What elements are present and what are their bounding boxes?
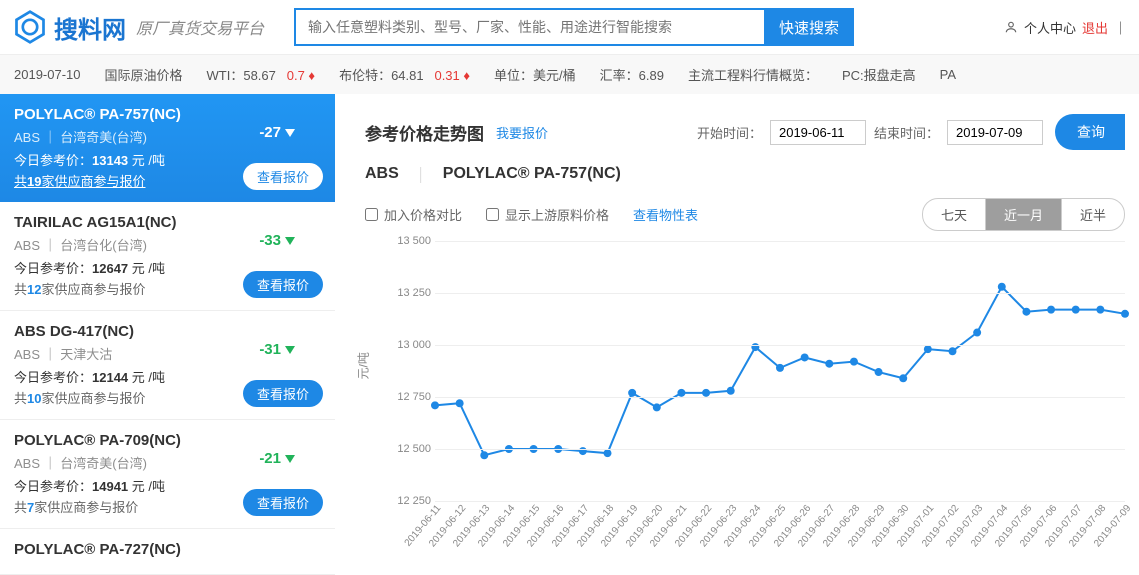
query-button[interactable]: 查询 [1055, 114, 1125, 150]
ticker-overview-label: 主流工程料行情概览： [688, 65, 818, 84]
product-title: POLYLAC® PA-757(NC) [14, 106, 321, 123]
ticker-unit: 单位：美元/桶 [494, 65, 576, 84]
divider: ｜ [1114, 18, 1127, 37]
product-title: ABS DG-417(NC) [14, 323, 321, 340]
price-delta: -33 [259, 232, 295, 249]
product-card[interactable]: POLYLAC® PA-757(NC)ABS ｜ 台湾奇美(台湾) 今日参考价：… [0, 94, 335, 202]
arrow-down-icon [285, 237, 295, 245]
arrow-down-icon [285, 455, 295, 463]
y-tick: 13 250 [379, 287, 431, 299]
x-ticks: 2019-06-112019-06-122019-06-132019-06-14… [435, 503, 1125, 563]
start-date-label: 开始时间： [697, 123, 762, 142]
upstream-checkbox[interactable]: 显示上游原料价格 [486, 205, 609, 224]
ticker-date: 2019-07-10 [14, 67, 81, 82]
chart-sub-name: POLYLAC® PA-757(NC) [443, 165, 621, 183]
product-sidebar: POLYLAC® PA-757(NC)ABS ｜ 台湾奇美(台湾) 今日参考价：… [0, 94, 335, 575]
view-quote-button[interactable]: 查看报价 [243, 271, 323, 298]
y-tick: 12 750 [379, 391, 431, 403]
arrow-down-icon [285, 346, 295, 354]
logo[interactable]: 搜料网 [12, 9, 126, 45]
ticker-brent: 布伦特：64.81 0.31 ♦ [339, 65, 470, 84]
grid-line [435, 501, 1125, 502]
compare-checkbox[interactable]: 加入价格对比 [365, 205, 462, 224]
tagline: 原厂真货交易平台 [136, 15, 264, 39]
grid-line [435, 397, 1125, 398]
header: 搜料网 原厂真货交易平台 快速搜索 个人中心 退出 ｜ [0, 0, 1139, 55]
product-title: POLYLAC® PA-709(NC) [14, 432, 321, 449]
y-tick: 13 000 [379, 339, 431, 351]
chart-subtitle: ABS ｜ POLYLAC® PA-757(NC) [365, 162, 1125, 186]
search-box: 快速搜索 [294, 8, 854, 46]
search-input[interactable] [294, 8, 764, 46]
chart-area: 元/吨 13 50013 25013 00012 75012 50012 250… [365, 241, 1125, 541]
chart-options: 加入价格对比 显示上游原料价格 查看物性表 七天近一月近半 [365, 198, 1125, 231]
product-card[interactable]: POLYLAC® PA-727(NC) [0, 529, 335, 575]
grid-line [435, 293, 1125, 294]
end-date-input[interactable] [947, 120, 1043, 145]
range-tab[interactable]: 七天 [923, 199, 985, 230]
divider: ｜ [413, 162, 429, 186]
profile-link[interactable]: 个人中心 [1024, 18, 1076, 37]
ticker-overview-item-2[interactable]: PA [940, 67, 956, 82]
view-quote-button[interactable]: 查看报价 [243, 489, 323, 516]
grid-line [435, 345, 1125, 346]
product-card[interactable]: TAIRILAC AG15A1(NC)ABS ｜ 台湾台化(台湾) 今日参考价：… [0, 202, 335, 311]
chart-plot[interactable] [435, 241, 1125, 501]
y-ticks: 13 50013 25013 00012 75012 50012 250 [379, 241, 431, 501]
price-delta: -21 [259, 450, 295, 467]
product-card[interactable]: POLYLAC® PA-709(NC)ABS ｜ 台湾奇美(台湾) 今日参考价：… [0, 420, 335, 529]
price-delta: -27 [259, 124, 295, 141]
user-icon [1004, 20, 1018, 34]
ticker-fx: 汇率：6.89 [600, 65, 664, 84]
end-date-label: 结束时间： [874, 123, 939, 142]
date-controls: 开始时间： 结束时间： 查询 [697, 114, 1125, 150]
y-axis-label: 元/吨 [355, 352, 372, 379]
product-title: POLYLAC® PA-727(NC) [14, 541, 321, 558]
start-date-input[interactable] [770, 120, 866, 145]
y-tick: 12 250 [379, 495, 431, 507]
ticker-wti: WTI：58.67 0.7 ♦ [207, 65, 316, 84]
line-chart-svg [435, 241, 1125, 501]
range-tab[interactable]: 近一月 [985, 199, 1061, 230]
ticker-bar: 2019-07-10 国际原油价格 WTI：58.67 0.7 ♦ 布伦特：64… [0, 55, 1139, 94]
logout-link[interactable]: 退出 [1082, 18, 1108, 37]
product-title: TAIRILAC AG15A1(NC) [14, 214, 321, 231]
y-tick: 12 500 [379, 443, 431, 455]
ticker-overview-item[interactable]: PC:报盘走高 [842, 65, 916, 84]
price-delta: -31 [259, 341, 295, 358]
chart-title: 参考价格走势图 [365, 120, 484, 145]
search-button[interactable]: 快速搜索 [764, 8, 854, 46]
range-tab[interactable]: 近半 [1061, 199, 1124, 230]
props-link[interactable]: 查看物性表 [633, 205, 698, 224]
grid-line [435, 241, 1125, 242]
user-area: 个人中心 退出 ｜ [1004, 18, 1127, 37]
product-card[interactable]: ABS DG-417(NC)ABS ｜ 天津大沽 今日参考价：12144 元 /… [0, 311, 335, 420]
main-panel: 参考价格走势图 我要报价 开始时间： 结束时间： 查询 ABS ｜ POLYLA… [335, 94, 1139, 575]
grid-line [435, 449, 1125, 450]
view-quote-button[interactable]: 查看报价 [243, 380, 323, 407]
logo-icon [12, 9, 48, 45]
range-tabs: 七天近一月近半 [922, 198, 1125, 231]
ticker-oil-label: 国际原油价格 [105, 65, 183, 84]
chart-sub-category: ABS [365, 165, 399, 183]
view-quote-button[interactable]: 查看报价 [243, 163, 323, 190]
ask-quote-link[interactable]: 我要报价 [496, 123, 548, 142]
arrow-down-icon [285, 129, 295, 137]
logo-text: 搜料网 [54, 10, 126, 45]
y-tick: 13 500 [379, 235, 431, 247]
